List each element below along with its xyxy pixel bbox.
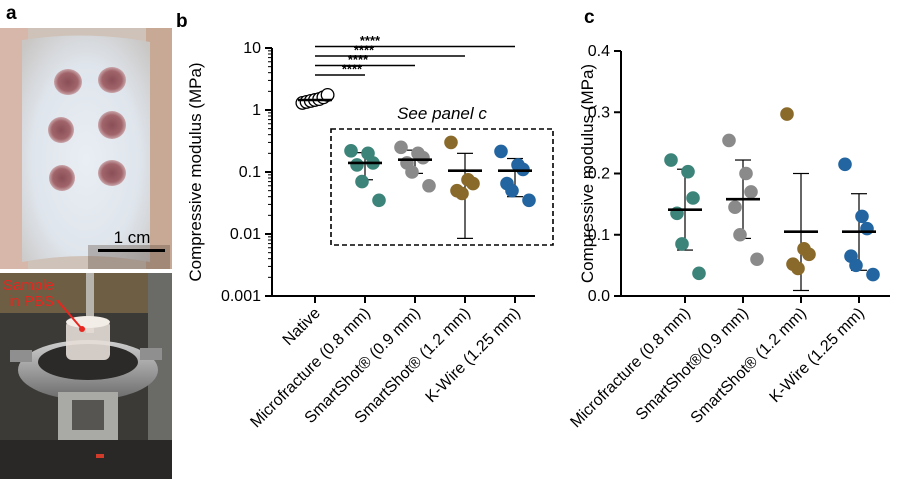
sample-label-line2: in PBS	[8, 293, 54, 310]
y-tick-label: 1	[252, 102, 261, 119]
significance-label: ****	[360, 33, 381, 48]
data-point	[675, 237, 689, 251]
data-point	[855, 209, 869, 224]
y-tick-label: 0.001	[221, 288, 261, 305]
data-point	[422, 178, 436, 193]
defect-hole	[98, 67, 126, 93]
data-point	[344, 143, 358, 158]
y-tick-label: 0.1	[239, 164, 261, 181]
data-point	[466, 176, 480, 191]
data-point	[444, 135, 458, 150]
defect-hole	[98, 111, 126, 139]
data-point	[860, 221, 874, 236]
data-point	[802, 247, 816, 262]
data-point	[664, 153, 678, 167]
data-point	[744, 185, 758, 199]
data-point	[505, 183, 519, 198]
y-tick-label: 0.0	[588, 288, 610, 305]
panel-c-label: c	[584, 7, 595, 28]
cartilage-surface	[22, 35, 150, 262]
data-point	[394, 140, 408, 155]
data-point	[838, 157, 852, 172]
data-point	[750, 252, 764, 267]
data-point	[355, 174, 369, 189]
data-point	[866, 267, 880, 282]
x-category-label: K-Wire (1.25 mm)	[423, 305, 524, 406]
chart-c: 0.0 0.1 0.2 0.3 0.4 Compressive modulus (MPa)…	[567, 43, 890, 431]
panel-b-label: b	[176, 11, 188, 32]
x-category-label: Microfracture (0.8 mm)	[567, 305, 693, 431]
sample-label-line1: Sample	[3, 277, 54, 294]
data-point	[849, 258, 863, 273]
y-tick-label: 0.2	[588, 166, 610, 183]
data-point	[350, 158, 364, 172]
defect-hole	[49, 165, 75, 191]
data-point	[728, 200, 742, 214]
data-point	[681, 164, 695, 179]
y-axis-title: Compressive modulus (MPa)	[578, 64, 597, 283]
y-tick-label: 0.1	[588, 227, 610, 244]
data-point	[722, 133, 736, 148]
x-category-label: SmartShot® (1.2 mm)	[688, 305, 810, 427]
data-point	[692, 266, 706, 281]
data-point	[372, 193, 386, 208]
defect-hole	[98, 160, 126, 186]
see-panel-c-note: See panel c	[397, 104, 487, 123]
scale-bar	[98, 249, 165, 252]
data-point	[733, 227, 747, 242]
data-point	[522, 193, 536, 208]
data-point	[780, 107, 794, 121]
y-tick-label: 0.4	[588, 43, 610, 60]
y-tick-label: 0.01	[230, 226, 261, 243]
data-point	[686, 191, 700, 205]
defect-hole	[54, 69, 82, 95]
data-point	[494, 144, 508, 159]
chart-b: 0.001 0.01 0.1 1 10 Compressive modulus (MPa)…	[186, 33, 554, 431]
y-tick-label: 0.3	[588, 104, 610, 121]
data-point	[455, 186, 469, 201]
data-point	[739, 166, 753, 181]
defect-hole	[48, 117, 74, 143]
photo-top-cartilage: 1 cm	[0, 28, 172, 269]
data-point	[791, 261, 805, 276]
y-tick-label: 10	[243, 40, 261, 57]
x-category-label: Native	[280, 305, 324, 349]
scale-bar-label: 1 cm	[114, 228, 151, 247]
x-category-label: SmartShot®(0.9 mm)	[633, 305, 752, 424]
data-point	[416, 150, 430, 165]
panel-a-label: a	[6, 3, 17, 24]
y-axis-title: Compressive modulus (MPa)	[186, 62, 205, 281]
photo-bottom-test-rig: Sample in PBS	[0, 273, 172, 479]
data-point	[405, 165, 419, 179]
panel-c-reference-box	[330, 128, 554, 246]
